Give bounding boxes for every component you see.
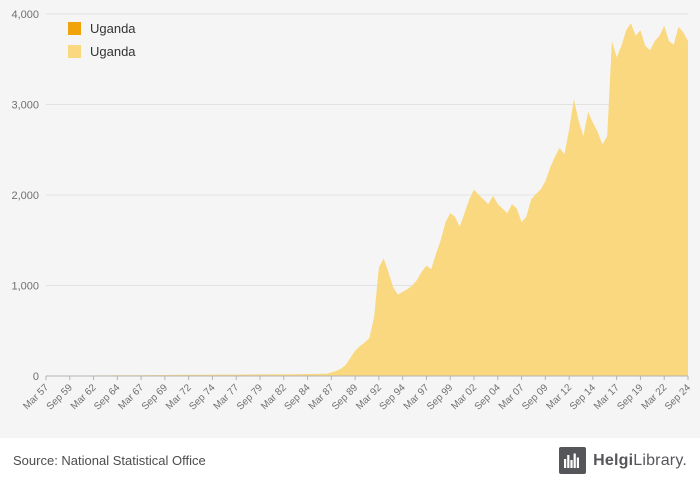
legend-item-uganda-2[interactable]: Uganda xyxy=(68,44,136,59)
svg-text:Sep 99: Sep 99 xyxy=(425,382,455,412)
svg-text:Sep 64: Sep 64 xyxy=(92,382,122,412)
svg-text:4,000: 4,000 xyxy=(11,9,39,21)
chart-container: 0 1,000 2,000 3,000 4,000 Mar 57 Sep 59 Mar 62 S… xyxy=(11,9,694,413)
svg-text:Sep 89: Sep 89 xyxy=(330,382,360,412)
svg-text:Sep 14: Sep 14 xyxy=(568,382,598,412)
legend-swatch-icon xyxy=(68,22,81,35)
chart-legend: Uganda Uganda xyxy=(68,21,136,59)
svg-text:0: 0 xyxy=(33,371,39,383)
legend-swatch-icon xyxy=(68,45,81,58)
svg-text:Sep 19: Sep 19 xyxy=(615,382,645,412)
brand-logo: HelgiLibrary. xyxy=(559,447,687,474)
svg-text:Sep 09: Sep 09 xyxy=(520,382,550,412)
svg-text:3,000: 3,000 xyxy=(11,100,39,112)
brand-name-bold: Helgi xyxy=(593,451,634,469)
legend-label: Uganda xyxy=(90,21,136,36)
brand-name-rest: Library. xyxy=(633,451,687,469)
svg-text:Sep 59: Sep 59 xyxy=(45,382,75,412)
brand-name: HelgiLibrary. xyxy=(593,452,687,470)
svg-text:Sep 69: Sep 69 xyxy=(140,382,170,412)
svg-text:Sep 24: Sep 24 xyxy=(663,382,693,412)
legend-label: Uganda xyxy=(90,44,136,59)
svg-text:2,000: 2,000 xyxy=(11,190,39,202)
svg-text:Sep 84: Sep 84 xyxy=(282,382,312,412)
svg-text:Sep 94: Sep 94 xyxy=(378,382,408,412)
svg-text:1,000: 1,000 xyxy=(11,281,39,293)
legend-item-uganda-1[interactable]: Uganda xyxy=(68,21,136,36)
footer: Source: National Statistical Office Helg… xyxy=(0,438,700,483)
svg-text:Sep 79: Sep 79 xyxy=(235,382,265,412)
svg-text:Sep 04: Sep 04 xyxy=(473,382,503,412)
svg-text:Sep 74: Sep 74 xyxy=(187,382,217,412)
city-skyline-icon xyxy=(559,447,587,474)
source-text: Source: National Statistical Office xyxy=(13,453,206,468)
